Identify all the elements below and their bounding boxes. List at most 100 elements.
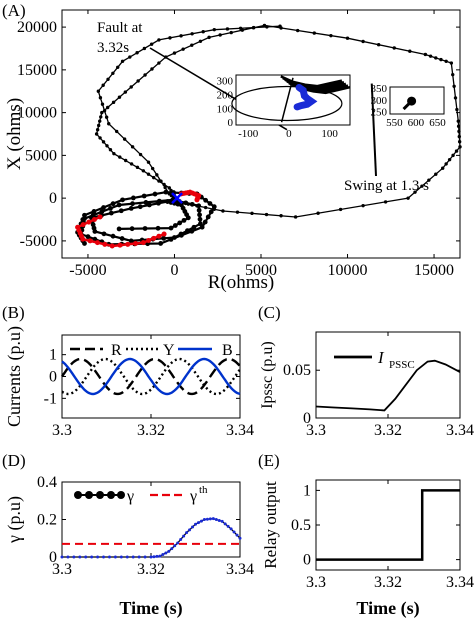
panel-a: -5000 0 5000 10000 1500020000150001000050000… [2, 1, 462, 293]
point-gamma [191, 525, 195, 529]
legend-marker [96, 491, 104, 499]
y-tick-label: 0 [303, 552, 311, 569]
point-outer-swing [439, 57, 443, 62]
point-gamma [155, 554, 159, 558]
point-outer-swing [221, 209, 225, 213]
legend-label-gamma: γ [126, 488, 134, 505]
panel-label: (B) [2, 303, 25, 322]
point-outer-swing [123, 90, 128, 94]
point-outer-swing [452, 84, 456, 88]
point-outer-swing [361, 203, 365, 208]
point-outer-swing [94, 132, 99, 136]
point-trajectory [120, 197, 125, 203]
inset-y-tick-label: 100 [217, 103, 234, 115]
point-outer-swing [428, 54, 433, 58]
point-trajectory-red [86, 219, 92, 225]
point-outer-swing [168, 36, 172, 40]
point-trajectory [129, 226, 135, 232]
point-gamma [205, 517, 209, 521]
point-outer-swing [130, 145, 135, 149]
inset-swing-mark [402, 100, 413, 111]
point-trajectory [130, 201, 135, 207]
point-trajectory-red [80, 236, 86, 242]
point-gamma [220, 519, 224, 523]
point-outer-swing [129, 85, 133, 89]
legend-label-y: Y [163, 342, 175, 359]
point-trajectory [158, 241, 164, 246]
point-outer-swing [316, 211, 320, 215]
point-outer-swing [383, 200, 388, 204]
point-trajectory [189, 228, 195, 234]
point-outer-swing [102, 109, 107, 113]
point-trajectory-red [117, 242, 123, 248]
point-trajectory [101, 231, 107, 237]
x-tick-label: 3.32 [374, 574, 402, 591]
fault-marker [171, 192, 183, 205]
point-trajectory [128, 238, 134, 244]
point-trajectory [191, 224, 197, 230]
panel-label: (A) [2, 1, 26, 20]
point-gamma [214, 518, 218, 521]
point-trajectory [80, 217, 86, 222]
point-gamma [119, 555, 123, 559]
inset-circle [231, 85, 343, 122]
point-gamma [170, 547, 174, 551]
point-trajectory [141, 193, 147, 199]
point-outer-swing [453, 96, 458, 100]
point-trajectory [208, 209, 214, 215]
x-tick-label: 3.32 [374, 422, 402, 439]
legend-marker [107, 491, 115, 499]
series-current-Y [61, 357, 241, 396]
point-trajectory [197, 216, 203, 222]
point-trajectory-red [87, 238, 93, 244]
y-tick-label: 1 [49, 347, 57, 364]
point-trajectory [197, 212, 202, 218]
point-gamma [149, 555, 153, 559]
point-outer-swing [198, 39, 203, 43]
point-outer-swing [434, 56, 438, 60]
y-tick-label: 0 [49, 369, 57, 386]
point-outer-swing [129, 162, 134, 166]
point-gamma [167, 549, 171, 553]
point-gamma [161, 553, 165, 556]
point-outer-swing [101, 83, 105, 87]
y-tick-label: 0.05 [283, 362, 311, 379]
inset-y-tick-label: 250 [371, 107, 388, 119]
series-ipssc [315, 359, 461, 412]
point-trajectory [108, 206, 113, 211]
y-tick-label: 0.4 [37, 474, 57, 491]
inset-x-tick-label: -100 [238, 128, 259, 140]
point-trajectory [196, 203, 202, 209]
x-tick-label: 3.32 [137, 561, 165, 578]
point-outer-swing [201, 30, 205, 34]
point-outer-swing [181, 47, 185, 51]
point-gamma [158, 554, 162, 558]
point-outer-swing [141, 169, 146, 173]
legend-label-sub: PSSC [389, 359, 415, 371]
point-outer-swing [454, 149, 459, 153]
point-outer-swing [105, 144, 109, 148]
legend-label-threshold: γ [189, 488, 197, 505]
point-outer-swing [123, 158, 128, 163]
point-trajectory [202, 219, 208, 225]
point-outer-swing [345, 36, 350, 40]
point-gamma [223, 522, 227, 526]
point-trajectory [203, 197, 209, 203]
point-gamma [152, 555, 156, 559]
point-trajectory-red [133, 240, 139, 246]
point-outer-swing [278, 24, 282, 28]
point-outer-swing [455, 107, 459, 112]
point-gamma [137, 555, 141, 559]
legend-marker [74, 491, 82, 499]
inset-y-tick-label: 200 [217, 89, 234, 101]
point-gamma [131, 555, 135, 559]
point-outer-swing [427, 178, 431, 182]
y-tick-label: 0 [303, 410, 311, 427]
point-gamma [78, 555, 82, 559]
point-trajectory [196, 207, 202, 213]
y-axis-label: Currents (p.u) [4, 326, 25, 427]
plot-frame [315, 479, 461, 571]
point-outer-swing [122, 137, 127, 141]
point-trajectory [199, 224, 205, 230]
